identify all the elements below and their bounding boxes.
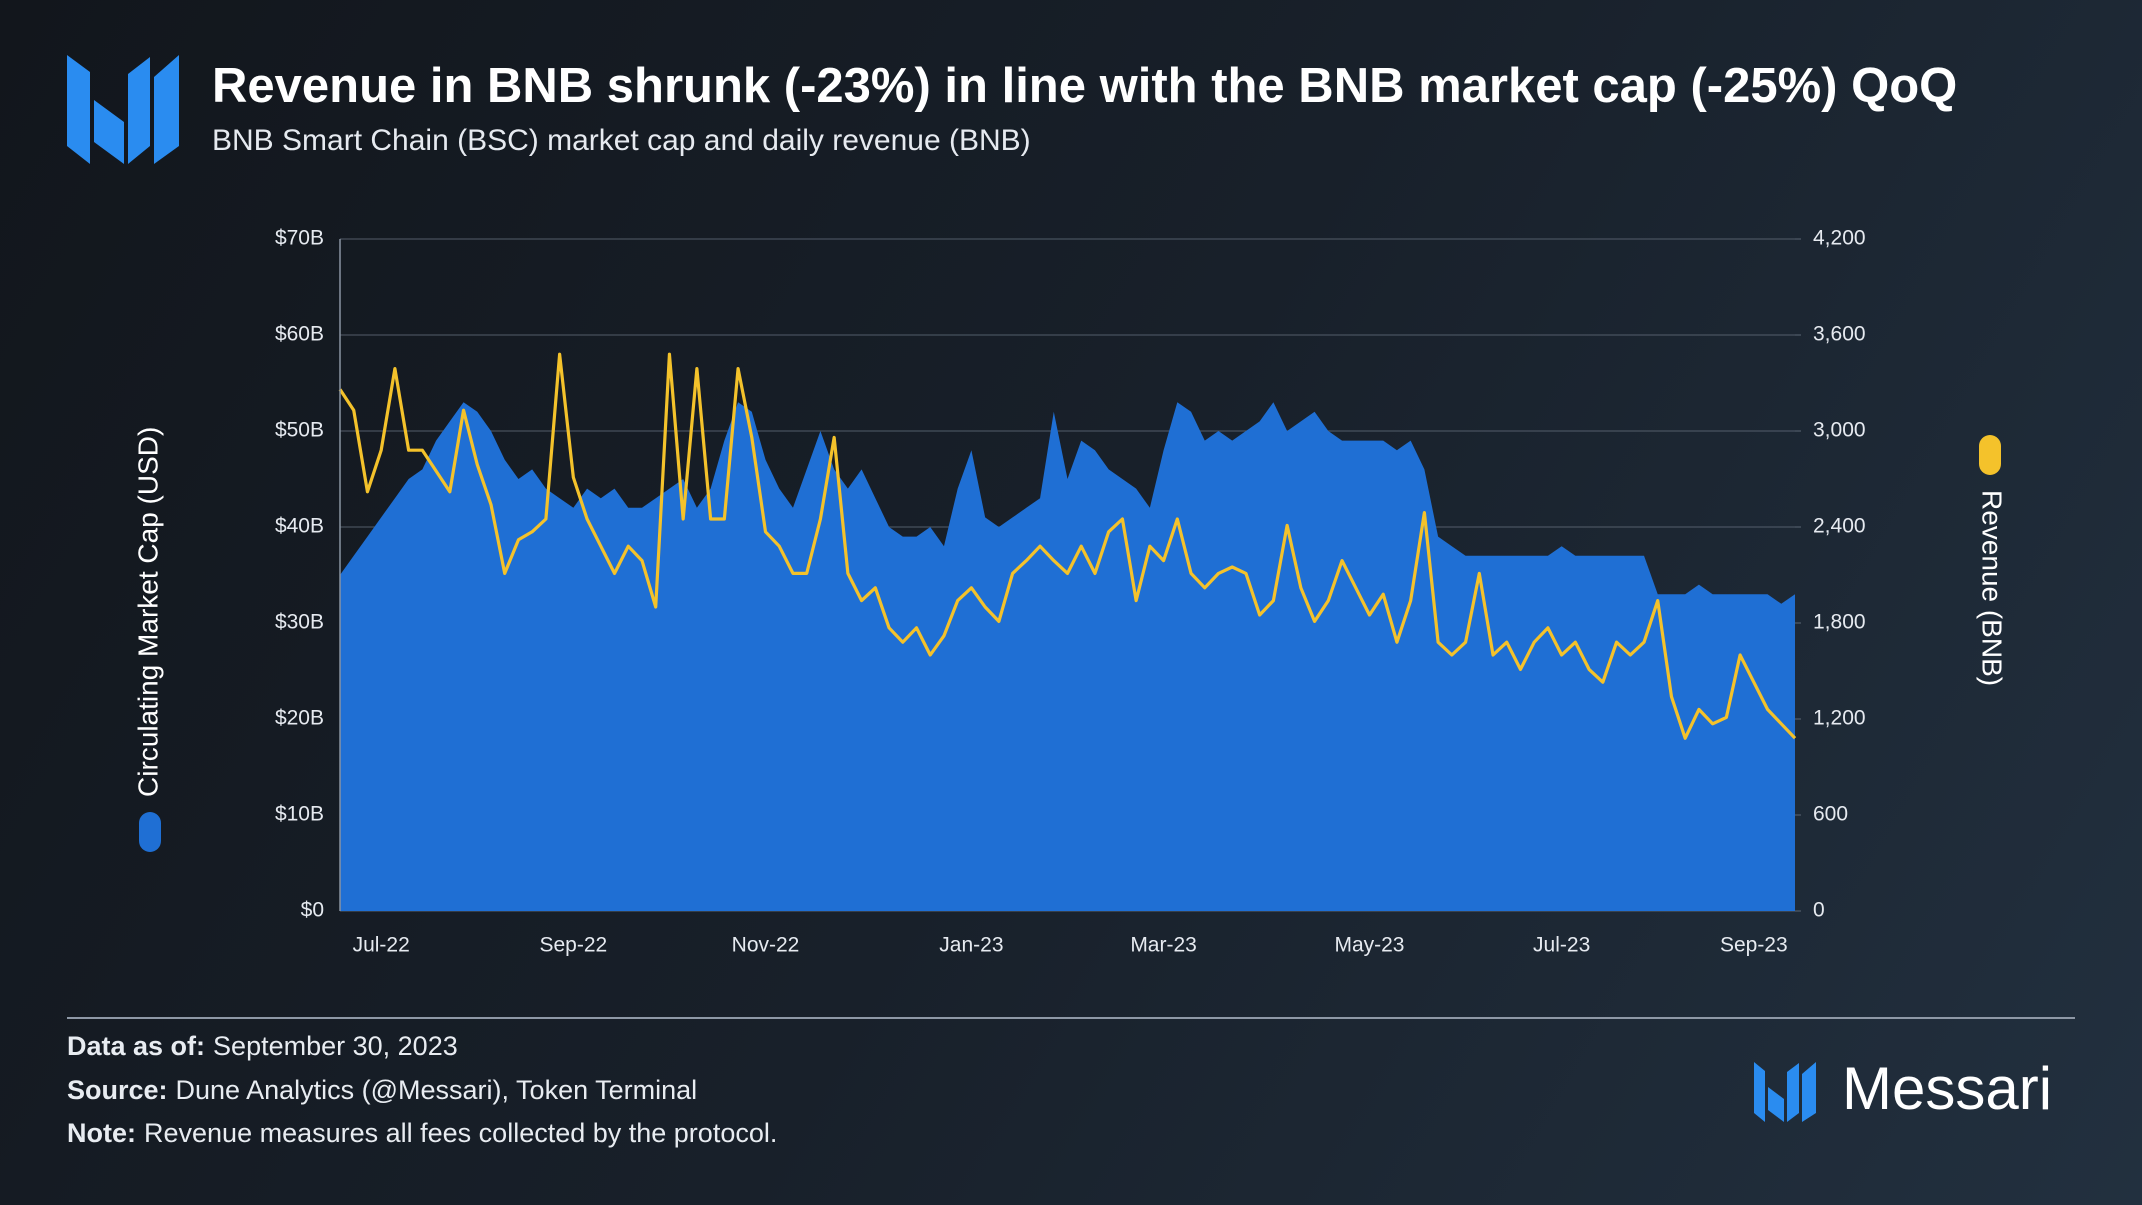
y-tick-label: $70B [275, 227, 324, 250]
footer-line: Note: Revenue measures all fees collected… [67, 1118, 777, 1149]
footer-text: September 30, 2023 [213, 1031, 458, 1061]
x-tick-label: Nov-22 [732, 934, 800, 957]
brand-name: Messari [1842, 1055, 2052, 1122]
logo-bar [1802, 1062, 1816, 1122]
footer-label: Note: [67, 1118, 136, 1148]
y-tick-label: $0 [301, 899, 324, 922]
y-tick-label: $10B [275, 803, 324, 826]
logo-bar [1787, 1063, 1799, 1122]
x-tick-label: Jul-22 [353, 934, 410, 957]
y-tick-label: $60B [275, 323, 324, 346]
plot-area: $0 $10B $20B $30B $40B $50B $60B $70B 0 600 1,200 1… [275, 227, 1866, 957]
x-tick-label: Jul-23 [1533, 934, 1590, 957]
logo-bar [1754, 1062, 1765, 1122]
footer-label: Data as of: [67, 1031, 206, 1061]
legend-swatch [139, 812, 161, 852]
x-tick-label: Mar-23 [1130, 934, 1197, 957]
area [340, 402, 1795, 911]
y-tick-label: $30B [275, 611, 324, 634]
chart-subtitle: BNB Smart Chain (BSC) market cap and dai… [212, 124, 1031, 157]
y-tick-label: $40B [275, 515, 324, 538]
logo-bar [128, 57, 150, 164]
y2-tick-label: 600 [1813, 803, 1848, 826]
legend-label: Circulating Market Cap (USD) [132, 427, 163, 797]
footer-label: Source: [67, 1075, 168, 1105]
footer-text: Revenue measures all fees collected by t… [144, 1118, 778, 1148]
footer-line: Data as of: September 30, 2023 [67, 1031, 458, 1062]
y2-tick-label: 3,600 [1813, 323, 1866, 346]
y2-tick-label: 1,800 [1813, 611, 1866, 634]
x-tick-label: Sep-23 [1720, 934, 1788, 957]
y2-tick-label: 2,400 [1813, 515, 1866, 538]
legend-item: Circulating Market Cap (USD) [132, 427, 163, 852]
logo-bar [154, 55, 179, 164]
line [338, 352, 1797, 740]
brand-logo [1754, 1062, 1816, 1122]
footer-text: Dune Analytics (@Messari), Token Termina… [175, 1075, 698, 1105]
legend-swatch [1979, 435, 2001, 475]
y-tick-label: $50B [275, 419, 324, 442]
legend-label: Revenue (BNB) [1977, 490, 2008, 686]
x-tick-label: Sep-22 [539, 934, 607, 957]
y2-tick-label: 0 [1813, 899, 1825, 922]
logo-bar [94, 100, 124, 164]
chart-title: Revenue in BNB shrunk (-23%) in line wit… [212, 59, 1957, 113]
x-tick-label: Jan-23 [939, 934, 1003, 957]
y2-tick-label: 3,000 [1813, 419, 1866, 442]
footer-line: Source: Dune Analytics (@Messari), Token … [67, 1075, 697, 1106]
logo-bar [67, 55, 90, 164]
y-tick-label: $20B [275, 707, 324, 730]
y2-tick-label: 1,200 [1813, 707, 1866, 730]
legend-item: Revenue (BNB) [1977, 435, 2008, 686]
y2-tick-label: 4,200 [1813, 227, 1866, 250]
x-tick-label: May-23 [1334, 934, 1404, 957]
logo-bar [1768, 1087, 1784, 1122]
logo [67, 55, 179, 164]
